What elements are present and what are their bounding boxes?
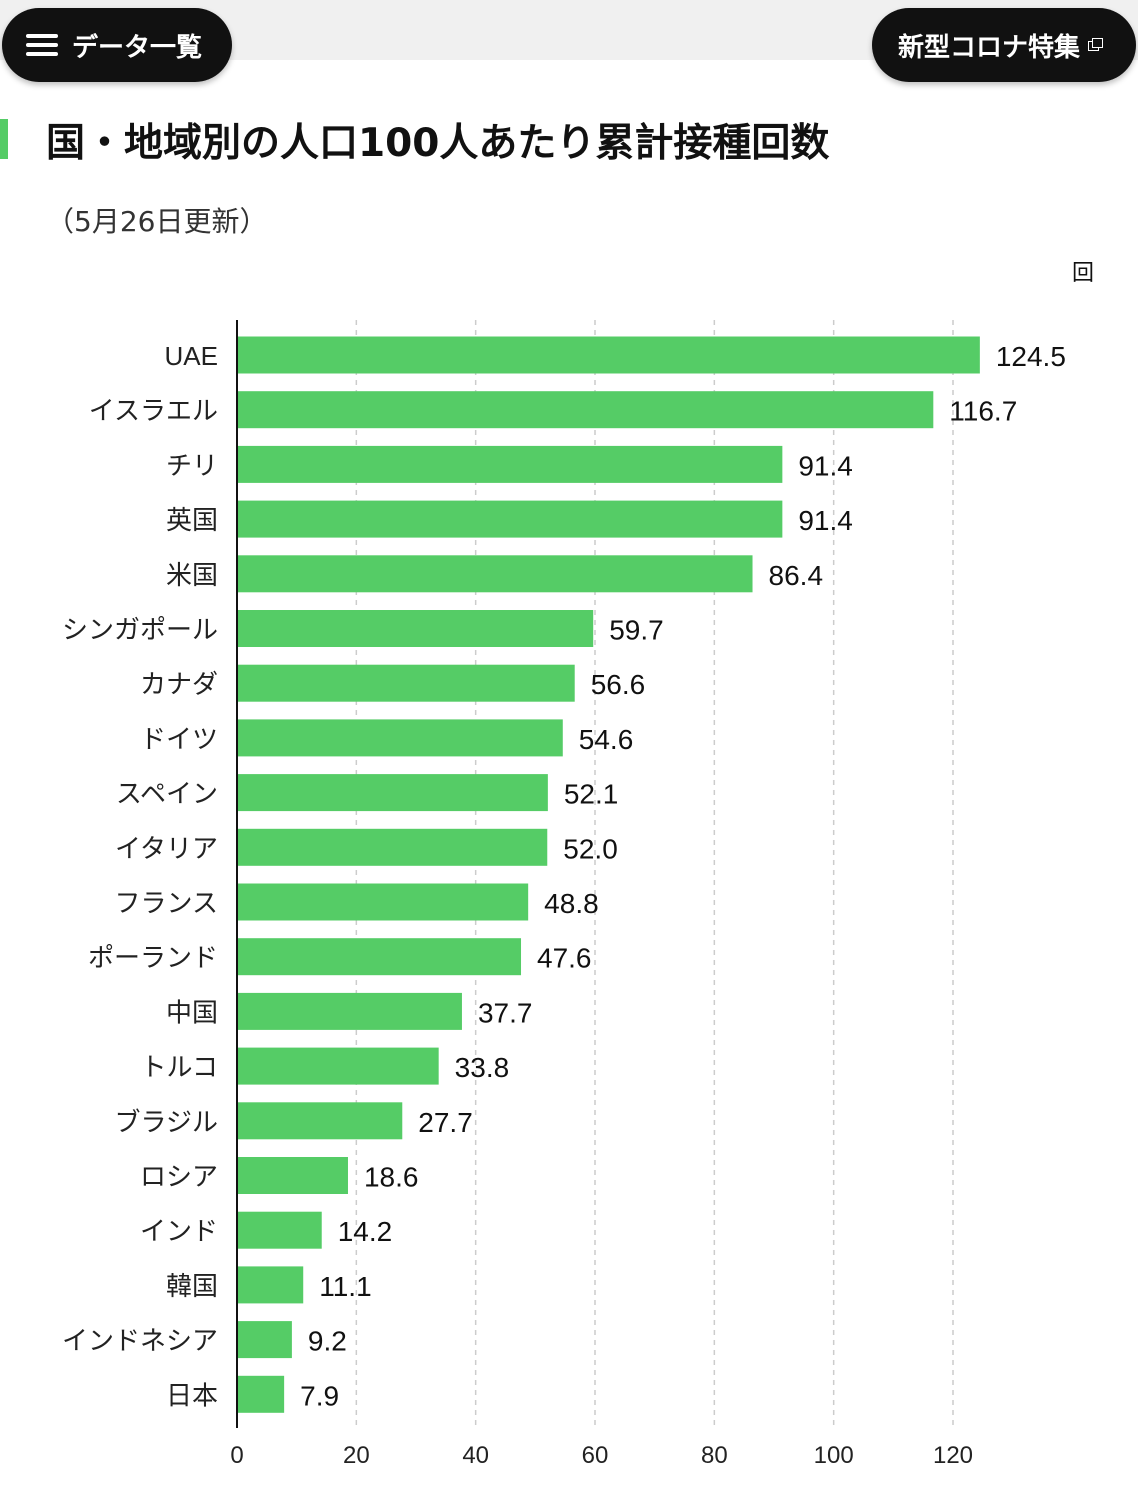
- bar: [237, 1375, 285, 1413]
- value-label: 48.8: [544, 888, 599, 919]
- value-label: 37.7: [478, 997, 533, 1028]
- x-tick-label: 80: [701, 1442, 728, 1469]
- category-label: UAE: [165, 341, 218, 371]
- bar: [237, 391, 934, 429]
- category-label: イタリア: [115, 833, 218, 863]
- category-label: チリ: [166, 450, 218, 480]
- category-label: カナダ: [140, 669, 218, 699]
- unit-label: 回: [1071, 261, 1094, 286]
- chart-subtitle: （5月26日更新）: [46, 205, 268, 238]
- bar: [237, 1266, 304, 1304]
- bar: [237, 1211, 322, 1249]
- category-label: 米国: [166, 560, 218, 590]
- category-label: 韓国: [166, 1271, 218, 1301]
- bar: [237, 883, 529, 921]
- category-label: ロシア: [140, 1162, 218, 1192]
- category-label: シンガポール: [62, 615, 218, 645]
- bar: [237, 938, 522, 976]
- category-label: フランス: [115, 888, 218, 918]
- category-label: インドネシア: [62, 1326, 218, 1356]
- x-tick-label: 100: [814, 1442, 854, 1469]
- x-tick-label: 20: [343, 1442, 370, 1469]
- value-label: 18.6: [364, 1162, 419, 1193]
- value-label: 47.6: [537, 943, 592, 974]
- bar: [237, 828, 548, 866]
- bar: [237, 664, 575, 702]
- x-tick-label: 120: [933, 1442, 973, 1469]
- corona-feature-label: 新型コロナ特集: [898, 32, 1081, 63]
- value-label: 11.1: [319, 1271, 371, 1302]
- category-label: スペイン: [116, 779, 218, 809]
- value-label: 52.0: [563, 833, 618, 864]
- hamburger-menu-icon: [26, 34, 58, 56]
- category-label: ポーランド: [88, 943, 218, 973]
- value-label: 116.7: [949, 396, 1017, 427]
- x-tick-label: 40: [462, 1442, 489, 1469]
- value-label: 56.6: [591, 669, 646, 700]
- x-tick-label: 0: [230, 1442, 243, 1469]
- value-label: 9.2: [308, 1326, 347, 1357]
- bar: [237, 610, 594, 647]
- x-tick-label: 60: [582, 1442, 609, 1469]
- value-label: 7.9: [300, 1380, 339, 1411]
- category-label: トルコ: [141, 1052, 218, 1082]
- bar: [237, 1102, 403, 1140]
- value-label: 91.4: [798, 505, 853, 536]
- title-accent-bar: [0, 119, 8, 159]
- category-label: 日本: [166, 1380, 218, 1410]
- bar: [237, 1047, 439, 1085]
- value-label: 86.4: [769, 560, 824, 591]
- value-label: 54.6: [579, 724, 634, 755]
- category-label: ドイツ: [140, 724, 218, 754]
- bar: [237, 555, 753, 593]
- value-label: 91.4: [798, 450, 853, 481]
- value-label: 52.1: [564, 779, 619, 810]
- category-label: 英国: [166, 505, 218, 535]
- bar: [237, 1157, 348, 1194]
- category-label: 中国: [166, 997, 218, 1027]
- category-label: イスラエル: [89, 396, 218, 426]
- bar: [237, 445, 783, 483]
- value-label: 33.8: [455, 1052, 510, 1083]
- bar: [237, 336, 980, 374]
- bar: [237, 774, 548, 812]
- chart-title: 国・地域別の人口100人あたり累計接種回数: [46, 121, 830, 166]
- bar: [237, 719, 563, 757]
- bar: [237, 992, 462, 1030]
- value-label: 124.5: [996, 341, 1066, 372]
- bar: [237, 500, 783, 538]
- category-label: ブラジル: [115, 1107, 218, 1137]
- external-link-icon: [1088, 38, 1104, 52]
- value-label: 14.2: [338, 1216, 393, 1247]
- bar: [237, 1321, 292, 1359]
- corona-feature-button[interactable]: 新型コロナ特集: [872, 8, 1136, 82]
- value-label: 27.7: [418, 1107, 473, 1138]
- data-list-button[interactable]: データ一覧: [2, 8, 232, 82]
- data-list-label: データ一覧: [72, 32, 203, 63]
- value-label: 59.7: [609, 615, 664, 646]
- category-label: インド: [140, 1216, 218, 1246]
